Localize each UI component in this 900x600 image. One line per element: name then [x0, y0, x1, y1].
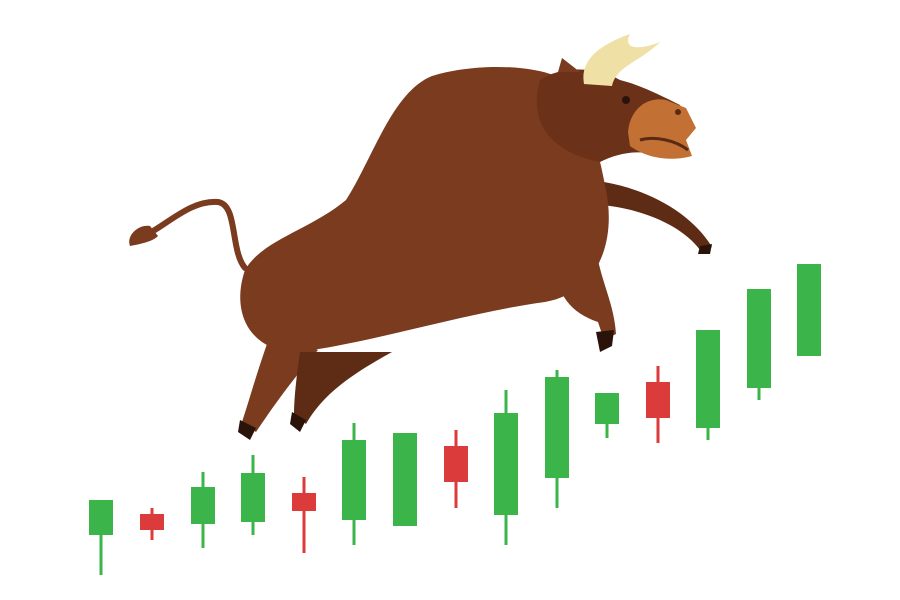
candle — [292, 477, 316, 553]
bull-hoof — [238, 420, 256, 440]
candlesticks — [89, 264, 821, 575]
candle-body — [747, 289, 771, 388]
bull-body — [240, 66, 609, 352]
candle-body — [494, 413, 518, 515]
candle-body — [140, 514, 164, 530]
candle-body — [696, 330, 720, 428]
bull-tail — [145, 198, 248, 271]
bull-hind-leg — [294, 352, 392, 424]
candle — [595, 393, 619, 438]
candle-body — [292, 493, 316, 511]
candle — [646, 366, 670, 443]
candle-body — [89, 500, 113, 535]
candle-body — [545, 377, 569, 478]
candle — [342, 423, 366, 545]
candle-body — [241, 473, 265, 522]
bull-horn — [583, 34, 660, 86]
candle — [444, 430, 468, 508]
candle — [494, 390, 518, 545]
candle — [241, 455, 265, 535]
candle-body — [191, 487, 215, 524]
candle — [89, 500, 113, 575]
candle — [140, 508, 164, 540]
bull-ear — [558, 58, 580, 72]
bull-hoof — [698, 244, 712, 254]
bull-front-leg — [555, 248, 616, 340]
bull-mouth — [639, 136, 689, 152]
candle-body — [393, 433, 417, 526]
bull — [129, 34, 712, 440]
bull-hoof — [290, 412, 306, 432]
candle — [191, 472, 215, 548]
bull-hoof — [596, 330, 614, 352]
candle-body — [797, 264, 821, 356]
bull-hind-leg — [242, 330, 318, 432]
bull-tail-tuft — [129, 225, 158, 246]
bull-front-leg-back — [600, 182, 712, 250]
candle — [696, 330, 720, 440]
candle — [797, 264, 821, 356]
candle — [393, 433, 417, 526]
candle-body — [342, 440, 366, 520]
bull-eye — [622, 96, 630, 104]
bull-nostril — [675, 109, 681, 115]
candle-body — [444, 446, 468, 482]
candle — [747, 289, 771, 400]
candle-body — [595, 393, 619, 424]
candle — [545, 370, 569, 508]
candle-body — [646, 382, 670, 418]
